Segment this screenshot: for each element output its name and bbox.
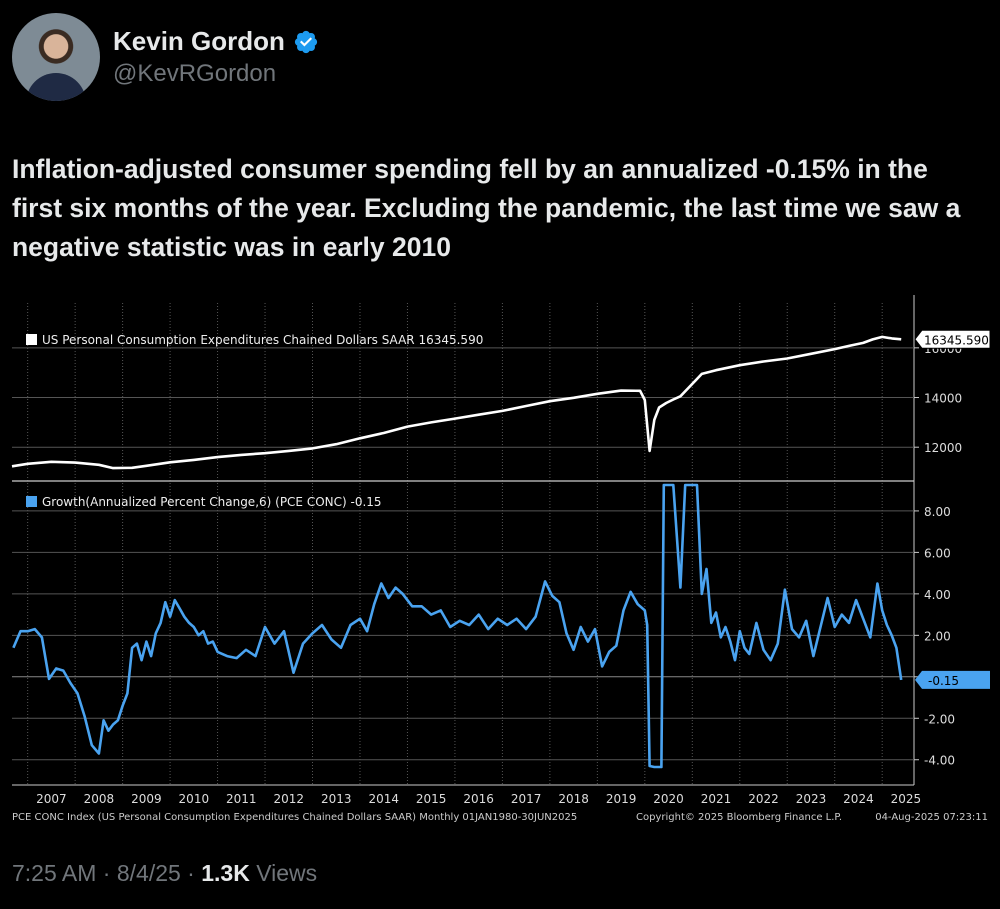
x-tick-label: 2016 <box>463 792 494 806</box>
legend-label: Growth(Annualized Percent Change,6) (PCE… <box>42 495 382 509</box>
author-handle[interactable]: @KevRGordon <box>113 60 277 87</box>
pce-growth-line <box>12 483 903 769</box>
footer-source: PCE CONC Index (US Personal Consumption … <box>12 812 577 823</box>
tweet-meta: 7:25 AM · 8/4/25 · 1.3K Views <box>12 860 317 887</box>
last-value-label: -0.15 <box>928 674 959 688</box>
x-tick-label: 2021 <box>701 792 732 806</box>
meta-separator: · <box>180 860 202 886</box>
verified-badge-icon <box>294 30 318 53</box>
x-tick-label: 2011 <box>226 792 257 806</box>
author-row: Kevin Gordon <box>113 26 319 57</box>
legend-swatch <box>26 496 37 507</box>
x-tick-label: 2010 <box>179 792 210 806</box>
views-label: Views <box>249 860 318 886</box>
bloomberg-chart: 2007 2008 2009 2010 2011 2012 2013 2014 2015 2016… <box>0 295 1000 825</box>
x-tick-label: 2022 <box>748 792 779 806</box>
y-tick-label: 6.00 <box>924 546 951 560</box>
x-tick-label: 2007 <box>36 792 67 806</box>
x-tick-label: 2025 <box>891 792 922 806</box>
x-tick-label: 2023 <box>796 792 827 806</box>
y-tick-label: 12000 <box>924 441 962 455</box>
last-value-tag <box>914 329 991 349</box>
x-tick-label: 2012 <box>273 792 304 806</box>
pce-level-line <box>11 335 902 470</box>
footer-copyright: Copyright© 2025 Bloomberg Finance L.P. <box>636 812 842 823</box>
meta-separator: · <box>96 860 117 886</box>
legend-swatch <box>26 334 37 345</box>
x-tick-label: 2015 <box>416 792 447 806</box>
chart-svg: 2007 2008 2009 2010 2011 2012 2013 2014 2015 2016… <box>11 295 991 823</box>
tweet-text: Inflation-adjusted consumer spending fel… <box>12 154 961 262</box>
x-tick-label: 2009 <box>131 792 162 806</box>
tweet-date[interactable]: 8/4/25 <box>116 860 181 886</box>
x-tick-label: 2017 <box>511 792 542 806</box>
x-tick-label: 2020 <box>653 792 684 806</box>
y-tick-label: 8.00 <box>924 505 951 519</box>
x-tick-label: 2024 <box>843 792 874 806</box>
author-name[interactable]: Kevin Gordon <box>113 26 285 56</box>
last-value-tag <box>915 670 990 689</box>
x-tick-label: 2018 <box>558 792 589 806</box>
y-tick-label: -2.00 <box>924 712 955 726</box>
x-tick-label: 2008 <box>84 792 115 806</box>
y-tick-label: 2.00 <box>924 629 951 643</box>
avatar[interactable] <box>12 13 100 101</box>
legend-label: US Personal Consumption Expenditures Cha… <box>42 333 483 347</box>
last-value-label: 16345.590 <box>924 333 989 347</box>
footer-timestamp: 04-Aug-2025 07:23:11 <box>875 812 988 823</box>
tweet-time[interactable]: 7:25 AM <box>12 860 97 886</box>
x-tick-label: 2013 <box>321 792 352 806</box>
x-tick-label: 2019 <box>606 792 637 806</box>
view-count: 1.3K <box>201 860 250 886</box>
y-tick-label: -4.00 <box>924 754 955 768</box>
y-tick-label: 4.00 <box>924 588 951 602</box>
y-tick-label: 14000 <box>924 392 962 406</box>
x-tick-label: 2014 <box>368 792 399 806</box>
avatar-shirt <box>26 73 86 101</box>
